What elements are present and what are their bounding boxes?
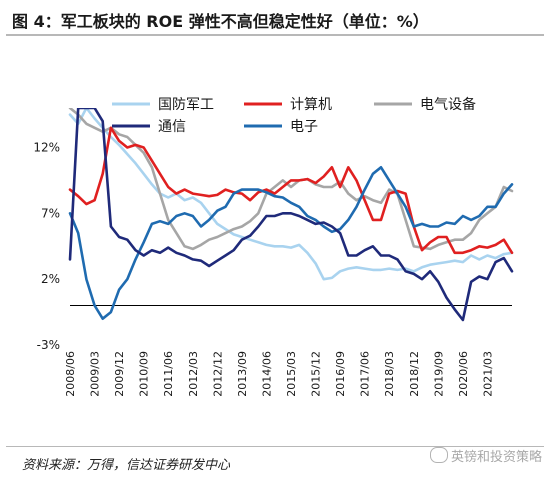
x-tick-label: 2017/06 — [359, 351, 372, 397]
x-tick-label: 2011/06 — [162, 351, 175, 397]
x-tick-label: 2012/03 — [187, 351, 200, 397]
axes: -3% 2% 7% 12% 2008/06 2009/03 2009/12 2010/09 20… — [33, 141, 512, 397]
x-tick-label: 2009/03 — [89, 351, 102, 397]
x-tick-label: 2018/12 — [408, 351, 421, 397]
series-line-2 — [68, 126, 514, 255]
x-tick-label: 2010/09 — [138, 351, 151, 397]
source-note: 资料来源：万得，信达证券研发中心 — [22, 458, 231, 473]
x-tick-label: 2021/03 — [481, 351, 494, 397]
y-tick-label: 2% — [41, 272, 60, 286]
legend-label: 国防军工 — [158, 97, 214, 113]
series-lines — [68, 108, 514, 322]
x-tick-label: 2015/12 — [310, 351, 323, 397]
wechat-icon — [429, 447, 448, 463]
footer-divider — [6, 446, 544, 447]
x-tick-label: 2016/09 — [334, 351, 347, 397]
x-tick-label: 2014/06 — [260, 351, 273, 397]
x-tick-label: 2008/06 — [64, 351, 77, 397]
series-line-1 — [68, 108, 514, 281]
legend-label: 计算机 — [290, 97, 332, 113]
y-tick-label: -3% — [37, 338, 60, 352]
x-tick-label: 2009/12 — [113, 351, 126, 397]
watermark-text: 英镑和投资策略 — [450, 450, 542, 465]
x-tick-label: 2018/03 — [383, 351, 396, 397]
x-tick-label: 2019/09 — [432, 351, 445, 397]
legend-label: 电子 — [290, 119, 318, 135]
x-tick-label: 2013/09 — [236, 351, 249, 397]
series-line-4 — [68, 108, 514, 322]
legend-label: 通信 — [158, 119, 186, 135]
watermark: 英镑和投资策略 — [429, 446, 542, 465]
title-divider — [6, 34, 544, 36]
x-tick-label: 2012/12 — [211, 351, 224, 397]
x-tick-label: 2015/03 — [285, 351, 298, 397]
x-tick-label: 2020/06 — [457, 351, 470, 397]
y-tick-label: 7% — [41, 206, 60, 220]
series-line-5 — [68, 166, 514, 321]
legend-label: 电气设备 — [420, 96, 476, 113]
y-tick-label: 12% — [33, 141, 60, 155]
series-line-3 — [68, 108, 514, 251]
chart-title: 图 4：军工板块的 ROE 弹性不高但稳定性好（单位：%） — [12, 12, 429, 31]
